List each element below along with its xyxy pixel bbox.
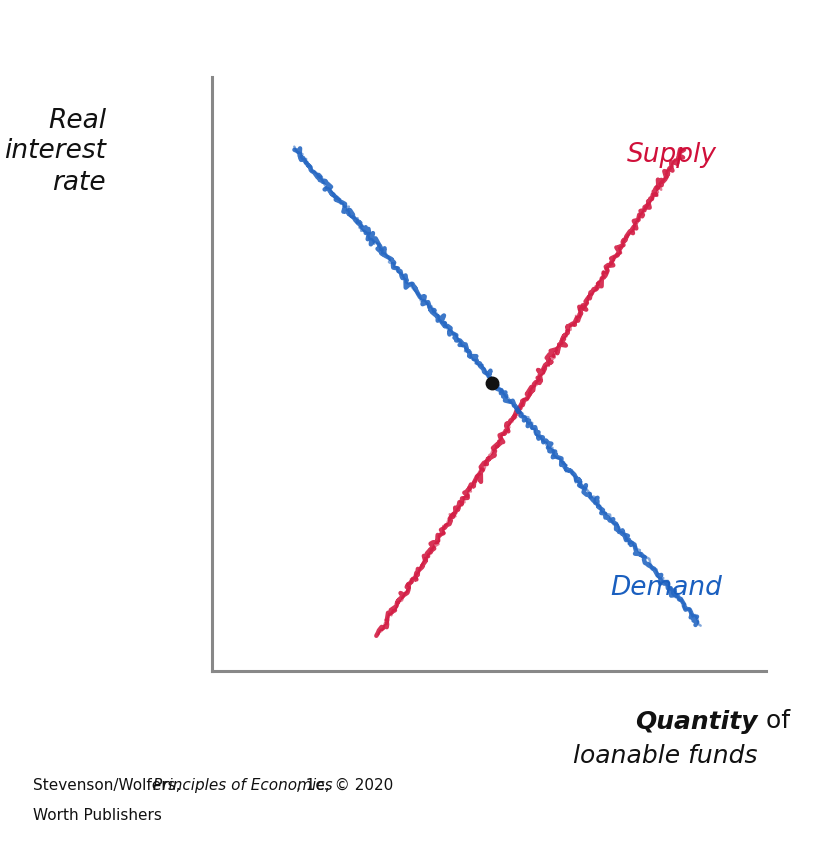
Text: Demand: Demand	[610, 574, 722, 601]
Text: Principles of Economics: Principles of Economics	[153, 778, 333, 793]
Text: loanable funds: loanable funds	[574, 744, 758, 768]
Text: Stevenson/Wolfers,: Stevenson/Wolfers,	[33, 778, 185, 793]
Text: Quantity: Quantity	[636, 710, 758, 734]
Text: Supply: Supply	[627, 142, 717, 168]
Text: , 1e, © 2020: , 1e, © 2020	[296, 778, 393, 793]
Text: Real
interest
rate: Real interest rate	[4, 108, 106, 195]
Text: of: of	[758, 710, 790, 734]
Text: Worth Publishers: Worth Publishers	[33, 808, 161, 823]
